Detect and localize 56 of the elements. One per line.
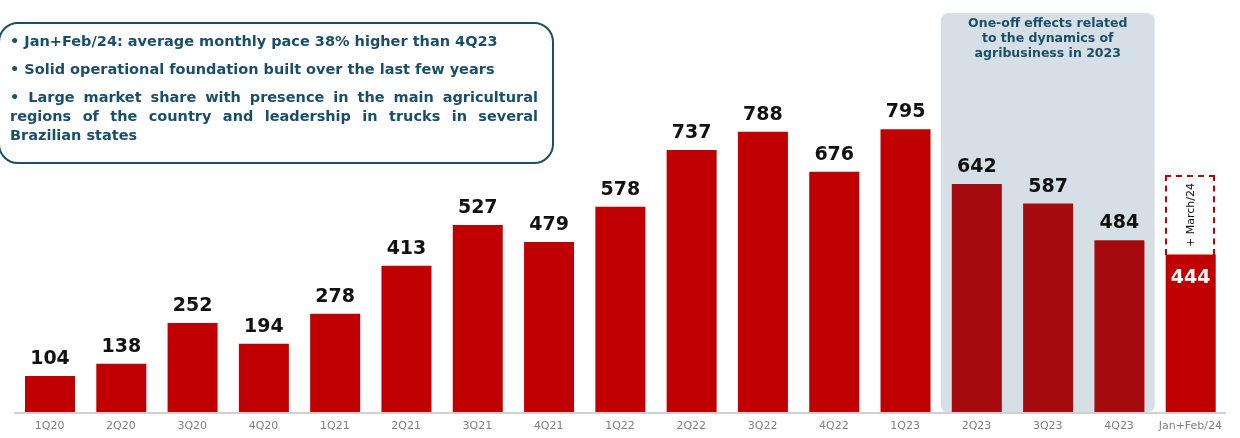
data-label: 578 [600, 176, 641, 199]
data-label: 676 [814, 141, 855, 164]
data-label: 737 [671, 120, 712, 143]
x-tick-label: 4Q21 [533, 418, 564, 432]
bar [666, 150, 717, 413]
x-tick-label: 1Q21 [320, 418, 350, 432]
x-tick-label: 4Q22 [819, 418, 849, 432]
data-label: 788 [743, 101, 783, 124]
bar [595, 206, 646, 413]
bar [1094, 240, 1145, 413]
bar [167, 323, 218, 413]
data-label: 278 [315, 283, 356, 306]
text: • Solid operational foundation built over the last few years [10, 60, 496, 79]
data-label: 484 [1099, 210, 1140, 233]
bar [96, 363, 147, 413]
data-label: 642 [956, 153, 997, 176]
bar [1023, 203, 1074, 413]
x-tick-label: 1Q22 [605, 418, 635, 432]
bar [737, 131, 788, 413]
x-tick-label: 2Q23 [961, 418, 992, 432]
data-label: 479 [529, 212, 569, 235]
data-label: 413 [386, 235, 427, 258]
band-label: One-off effects related to the dynamics of agribusiness in 2023 [967, 15, 1129, 60]
x-tick-label: 4Q20 [248, 418, 279, 432]
x-tick-label: 2Q20 [106, 418, 136, 432]
bar [310, 313, 361, 413]
bar [452, 224, 503, 413]
x-tick-label: 2Q21 [391, 418, 421, 432]
annotation: • Large market share with presence in the main agricultural regions of the country and leadership in trucks in several Brazilian states [10, 88, 538, 145]
x-tick-label: 3Q20 [177, 418, 208, 432]
data-label: 587 [1028, 173, 1068, 196]
annotation: + March/24 [1183, 182, 1197, 247]
x-tick-label: 3Q23 [1032, 418, 1063, 432]
x-tick-label: 3Q22 [747, 418, 778, 432]
bar [880, 129, 931, 413]
data-label: 104 [30, 345, 70, 368]
x-tick-label: 4Q23 [1104, 418, 1134, 432]
data-label: 194 [244, 313, 284, 336]
bar [238, 343, 289, 413]
bar [381, 265, 432, 413]
bar [951, 183, 1002, 413]
data-label: 138 [101, 333, 142, 356]
text: • Jan+Feb/24: average monthly pace 38% higher than 4Q23 [10, 32, 499, 51]
bar [524, 242, 575, 413]
data-label: 795 [885, 99, 926, 122]
bar [1165, 254, 1216, 413]
x-tick-label: 2Q22 [676, 418, 707, 432]
data-label: 444 [1170, 264, 1211, 287]
x-tick-label: 1Q23 [890, 418, 920, 432]
x-tick-label: 3Q21 [462, 418, 493, 432]
bar [25, 375, 75, 413]
x-tick-label: 1Q20 [34, 418, 65, 432]
bar [809, 171, 860, 413]
x-tick-label: Jan+Feb/24 [1157, 418, 1223, 432]
data-label: 252 [172, 293, 213, 316]
data-label: 527 [457, 194, 498, 217]
